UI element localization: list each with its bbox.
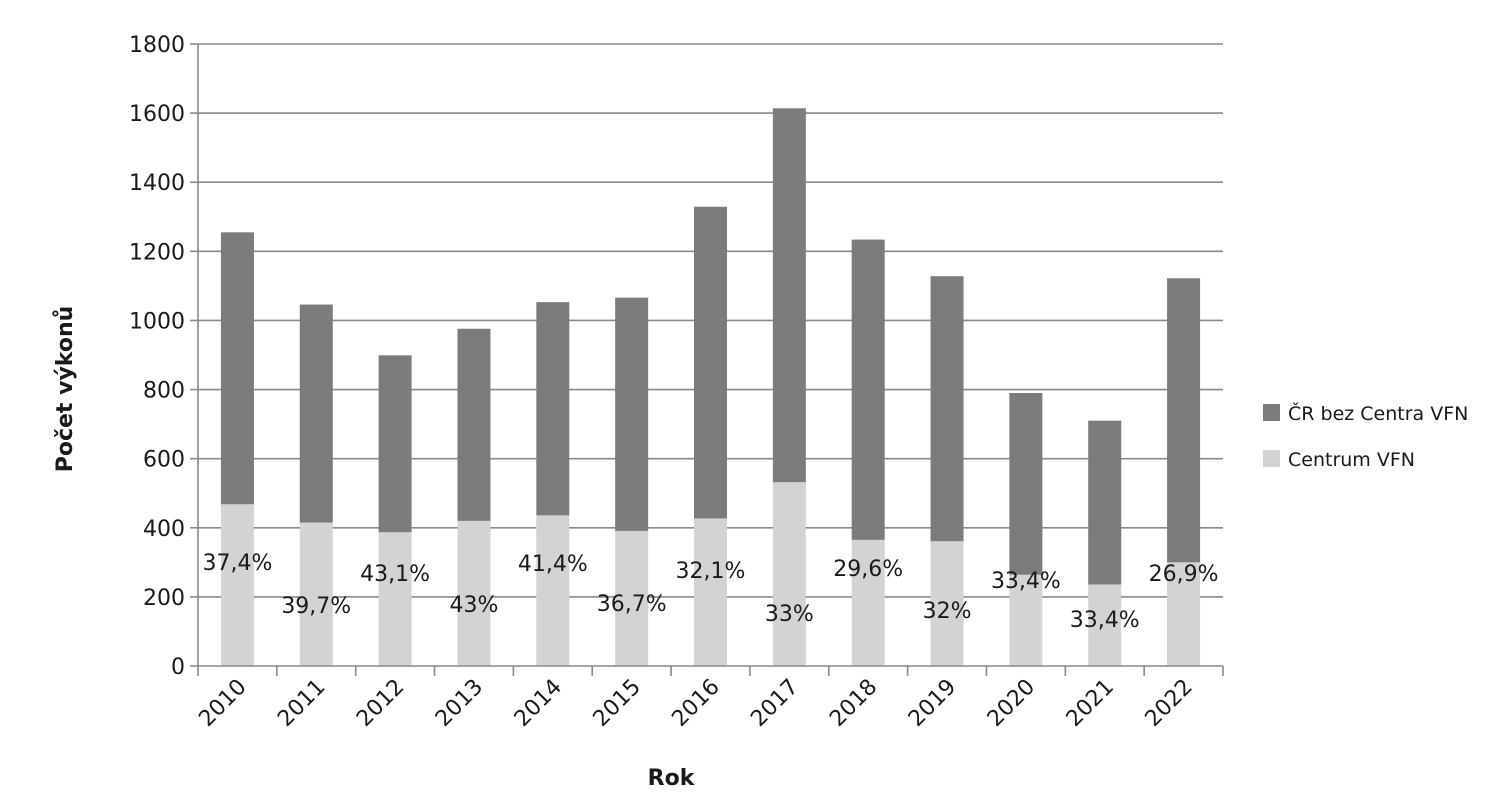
bar-cr-bez-centra-2021 <box>1088 420 1122 585</box>
legend-swatch <box>1263 404 1280 421</box>
bar-centrum-vfn-2016 <box>694 518 727 666</box>
bars <box>220 108 1201 666</box>
x-tick-label-2018: 2018 <box>825 675 882 732</box>
bar-cr-bez-centra-2012 <box>378 355 412 533</box>
bar-centrum-vfn-2018 <box>851 539 885 666</box>
bar-cr-bez-centra-2013 <box>457 328 491 521</box>
percent-label-2020: 33,4% <box>991 569 1061 594</box>
y-tick-label: 1400 <box>129 171 185 196</box>
y-tick-label: 800 <box>143 379 185 404</box>
x-tick-label-2012: 2012 <box>352 675 409 732</box>
bar-cr-bez-centra-2014 <box>536 302 570 516</box>
x-tick-label-2021: 2021 <box>1062 675 1119 732</box>
x-tick-label-2010: 2010 <box>194 675 251 732</box>
percent-label-2017: 33% <box>765 602 814 627</box>
y-tick-label: 0 <box>171 655 185 680</box>
percent-label-2014: 41,4% <box>518 552 588 577</box>
legend-label: ČR bez Centra VFN <box>1288 401 1468 425</box>
percent-label-2019: 32% <box>923 599 972 624</box>
percent-label-2010: 37,4% <box>202 551 272 576</box>
percent-label-2011: 39,7% <box>281 594 351 619</box>
bar-centrum-vfn-2020 <box>1009 574 1043 666</box>
bar-cr-bez-centra-2015 <box>615 297 649 531</box>
percent-label-2016: 32,1% <box>676 559 746 584</box>
y-tick-label: 1200 <box>129 240 185 265</box>
percent-label-2021: 33,4% <box>1070 608 1140 633</box>
bar-cr-bez-centra-2020 <box>1009 393 1043 575</box>
bar-centrum-vfn-2012 <box>378 532 412 666</box>
x-axis-title: Rok <box>648 766 696 791</box>
bar-cr-bez-centra-2010 <box>220 232 254 505</box>
x-tick-label-2014: 2014 <box>510 675 567 732</box>
x-tick-label-2011: 2011 <box>273 675 330 732</box>
legend: ČR bez Centra VFN Centrum VFN <box>1263 401 1468 471</box>
percent-label-2015: 36,7% <box>597 592 667 617</box>
bar-centrum-vfn-2013 <box>457 520 491 666</box>
legend-swatch <box>1263 450 1280 467</box>
y-tick-label: 200 <box>143 586 185 611</box>
bar-centrum-vfn-2022 <box>1167 562 1201 666</box>
bar-cr-bez-centra-2011 <box>299 304 333 523</box>
bar-cr-bez-centra-2017 <box>772 108 806 483</box>
x-tick-label-2013: 2013 <box>431 675 488 732</box>
bar-centrum-vfn-2017 <box>772 482 806 666</box>
bar-centrum-vfn-2010 <box>220 504 254 666</box>
x-tick-label-2017: 2017 <box>746 675 803 732</box>
bar-centrum-vfn-2015 <box>615 530 649 666</box>
y-tick-label: 1800 <box>129 33 185 58</box>
percent-label-2018: 29,6% <box>833 557 903 582</box>
axes: 0 200 400 600 800 1000 1200 1400 1600 1800 2010 201… <box>129 33 1224 732</box>
y-axis-title: Počet výkonů <box>53 306 78 473</box>
y-tick-label: 400 <box>143 517 185 542</box>
x-tick-label-2016: 2016 <box>667 675 724 732</box>
bar-cr-bez-centra-2019 <box>930 276 964 542</box>
bar-cr-bez-centra-2022 <box>1167 278 1201 563</box>
bar-centrum-vfn-2014 <box>536 515 570 666</box>
legend-label: Centrum VFN <box>1288 449 1415 471</box>
x-tick-label-2020: 2020 <box>983 675 1040 732</box>
y-tick-label: 600 <box>143 448 185 473</box>
bar-cr-bez-centra-2018 <box>851 239 885 540</box>
bar-centrum-vfn-2021 <box>1088 584 1122 666</box>
x-tick-label-2019: 2019 <box>904 675 961 732</box>
x-tick-label-2015: 2015 <box>589 675 646 732</box>
y-tick-label: 1000 <box>129 309 185 334</box>
x-tick-label-2022: 2022 <box>1141 675 1198 732</box>
bar-cr-bez-centra-2016 <box>694 206 727 519</box>
y-tick-label: 1600 <box>129 102 185 127</box>
bar-centrum-vfn-2019 <box>930 541 964 666</box>
percent-label-2012: 43,1% <box>360 562 430 587</box>
percent-label-2013: 43% <box>450 593 499 618</box>
bar-centrum-vfn-2011 <box>299 522 333 666</box>
percent-label-2022: 26,9% <box>1149 562 1219 587</box>
data-labels: 37,4% 39,7% 43,1% 43% 41,4% 36,7% 32,1% 33% 29,6… <box>202 551 1218 633</box>
